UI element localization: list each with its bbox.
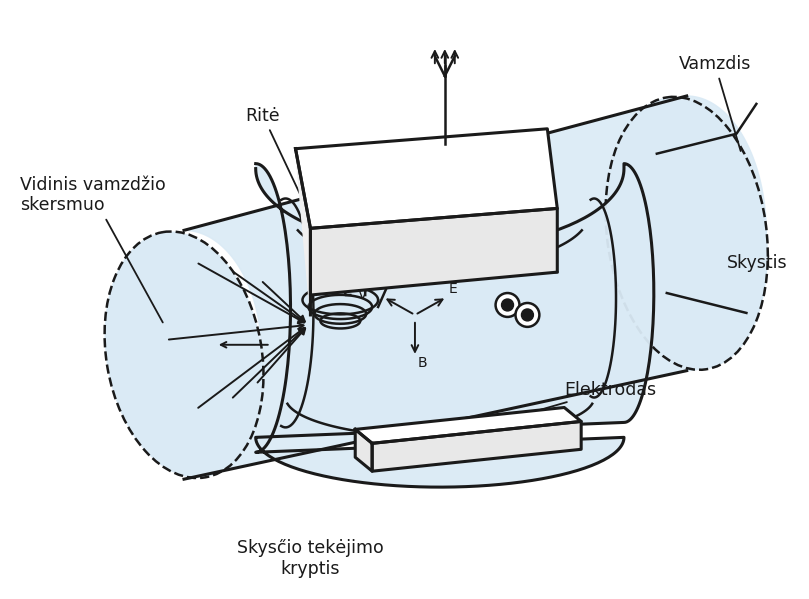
Polygon shape	[184, 96, 766, 479]
Text: V: V	[358, 288, 367, 302]
Text: Elektrodas: Elektrodas	[492, 380, 656, 423]
Polygon shape	[372, 422, 581, 471]
Text: Vamzdis: Vamzdis	[679, 55, 751, 151]
Polygon shape	[295, 149, 311, 315]
Polygon shape	[355, 407, 581, 443]
Circle shape	[496, 293, 519, 317]
Text: Ritė: Ritė	[246, 107, 344, 288]
Polygon shape	[256, 164, 654, 487]
Ellipse shape	[606, 97, 768, 370]
Circle shape	[515, 303, 540, 327]
Polygon shape	[295, 129, 557, 228]
Circle shape	[502, 299, 514, 311]
Circle shape	[522, 309, 533, 321]
Text: Skystis: Skystis	[726, 254, 787, 272]
Text: Vidinis vamzdžio
skersmuo: Vidinis vamzdžio skersmuo	[19, 176, 166, 322]
Text: Skysc̋io tekėjimo
kryptis: Skysc̋io tekėjimo kryptis	[237, 539, 383, 577]
Polygon shape	[311, 208, 557, 295]
Polygon shape	[355, 429, 372, 471]
Text: E: E	[449, 282, 458, 296]
Text: B: B	[418, 356, 428, 370]
Ellipse shape	[104, 231, 264, 478]
